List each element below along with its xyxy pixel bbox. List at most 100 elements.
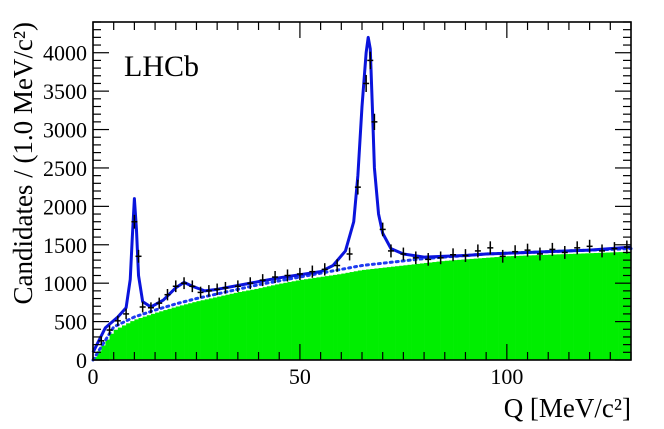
histogram-bin (333, 274, 338, 360)
histogram-bin (602, 252, 607, 360)
histogram-bin (510, 256, 516, 360)
histogram-bin (221, 295, 226, 360)
histogram-bin (266, 286, 272, 360)
data-point (156, 297, 163, 309)
data-point (181, 277, 188, 290)
data-point (425, 253, 432, 266)
data-point (259, 274, 266, 287)
data-point (139, 301, 146, 313)
data-point (561, 246, 568, 259)
data-points-group (98, 51, 630, 346)
data-point (524, 243, 531, 257)
histogram-bin (448, 260, 454, 360)
histogram-bin (109, 333, 114, 360)
histogram-bin (270, 285, 276, 360)
data-point (371, 113, 378, 130)
histogram-bin (291, 281, 297, 360)
histogram-group (93, 251, 632, 360)
histogram-bin (539, 254, 545, 360)
histogram-bin (531, 255, 537, 360)
histogram-bin (159, 311, 164, 360)
histogram-bin (262, 287, 268, 360)
histogram-bin (436, 261, 441, 360)
data-point (462, 249, 469, 262)
histogram-bin (544, 254, 549, 360)
histogram-bin (353, 271, 359, 360)
histogram-bin (502, 256, 508, 360)
data-point (214, 283, 221, 296)
y-tick-label: 4000 (43, 41, 87, 66)
histogram-bin (585, 253, 590, 360)
histogram-bin (312, 277, 317, 360)
histogram-bin (175, 306, 181, 360)
histogram-bin (341, 273, 346, 360)
histogram-bin (382, 267, 388, 360)
data-point (400, 247, 407, 261)
data-point (450, 248, 457, 262)
histogram-bin (568, 253, 574, 360)
data-point (379, 222, 386, 237)
histogram-bin (204, 299, 210, 360)
histogram-bin (349, 272, 355, 360)
histogram-bin (440, 261, 446, 360)
y-tick-label: 3000 (43, 118, 87, 143)
histogram-bin (101, 345, 106, 360)
histogram-bin (167, 308, 172, 360)
histogram-bin (130, 321, 135, 360)
histogram-bin (457, 259, 462, 360)
histogram-bin (279, 283, 284, 360)
data-point (611, 242, 618, 256)
histogram-bin (196, 301, 201, 360)
histogram-bin (407, 264, 412, 360)
data-point (106, 325, 113, 335)
data-point (164, 289, 171, 301)
histogram-bin (233, 292, 239, 360)
data-point (131, 214, 138, 229)
histogram-bin (395, 266, 400, 360)
x-axis-title: Q [MeV/c²] (504, 393, 631, 423)
data-point (147, 302, 154, 314)
histogram-bin (556, 254, 561, 360)
histogram-bin (150, 313, 156, 360)
histogram-bin (200, 300, 206, 360)
data-point (334, 259, 341, 272)
histogram-bin (97, 351, 102, 360)
histogram-bin (246, 290, 251, 360)
histogram-bin (299, 279, 305, 360)
data-point (586, 239, 593, 253)
data-point (412, 251, 419, 265)
histogram-bin (589, 253, 595, 360)
histogram-bin (581, 253, 586, 360)
histogram-bin (411, 264, 417, 360)
y-tick-label: 2000 (43, 194, 87, 219)
histogram-bin (171, 307, 177, 360)
histogram-bin (515, 255, 520, 360)
y-axis-title: Candidates / (1.0 MeV/c²) (8, 22, 38, 305)
histogram-bin (494, 257, 499, 360)
histogram-bin (283, 282, 288, 360)
data-point (205, 285, 212, 297)
data-point (574, 241, 581, 255)
data-point (309, 265, 316, 278)
histogram-bin (490, 257, 495, 360)
histogram-bin (482, 257, 487, 360)
histogram-bin (304, 279, 309, 360)
y-tick-label: 1500 (43, 233, 87, 258)
histogram-bin (469, 258, 475, 360)
data-point (321, 263, 328, 276)
histogram-bin (229, 293, 235, 360)
histogram-bin (415, 263, 421, 360)
data-point (499, 249, 506, 263)
data-point (247, 277, 254, 290)
histogram-bin (217, 296, 222, 360)
x-tick-label: 50 (289, 364, 311, 389)
histogram-bin (573, 253, 578, 360)
histogram-bin (614, 252, 619, 360)
histogram-bin (378, 268, 383, 360)
histogram-bin (461, 259, 466, 360)
data-point (363, 74, 370, 92)
histogram-bin (593, 252, 599, 360)
histogram-bin (428, 262, 433, 360)
x-tick-label: 100 (490, 364, 523, 389)
